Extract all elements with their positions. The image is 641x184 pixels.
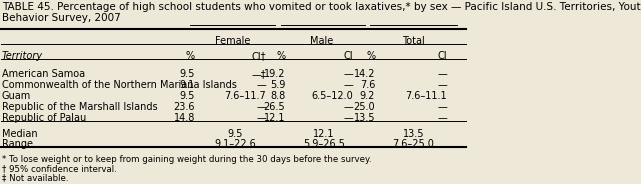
Text: 26.5: 26.5 bbox=[263, 102, 285, 112]
Text: 5.9: 5.9 bbox=[270, 80, 285, 90]
Text: 7.6: 7.6 bbox=[360, 80, 375, 90]
Text: 12.1: 12.1 bbox=[264, 114, 285, 123]
Text: —: — bbox=[256, 80, 266, 90]
Text: Republic of Palau: Republic of Palau bbox=[2, 114, 86, 123]
Text: Guam: Guam bbox=[2, 91, 31, 101]
Text: %: % bbox=[186, 51, 195, 61]
Text: —‡: —‡ bbox=[251, 69, 266, 79]
Text: CI†: CI† bbox=[251, 51, 266, 61]
Text: Republic of the Marshall Islands: Republic of the Marshall Islands bbox=[2, 102, 157, 112]
Text: 9.5: 9.5 bbox=[179, 91, 195, 101]
Text: 7.6–25.0: 7.6–25.0 bbox=[392, 139, 435, 149]
Text: 8.8: 8.8 bbox=[270, 91, 285, 101]
Text: Territory: Territory bbox=[2, 51, 43, 61]
Text: 5.9–26.5: 5.9–26.5 bbox=[303, 139, 345, 149]
Text: 6.5–12.0: 6.5–12.0 bbox=[312, 91, 353, 101]
Text: ‡ Not available.: ‡ Not available. bbox=[2, 174, 68, 183]
Text: 7.6–11.1: 7.6–11.1 bbox=[406, 91, 447, 101]
Text: Median: Median bbox=[2, 129, 37, 139]
Text: %: % bbox=[276, 51, 285, 61]
Text: Total: Total bbox=[402, 36, 425, 46]
Text: 9.5: 9.5 bbox=[179, 69, 195, 79]
Text: 12.1: 12.1 bbox=[313, 129, 335, 139]
Text: —: — bbox=[437, 69, 447, 79]
Text: Female: Female bbox=[215, 36, 251, 46]
Text: %: % bbox=[366, 51, 375, 61]
Text: —: — bbox=[256, 114, 266, 123]
Text: American Samoa: American Samoa bbox=[2, 69, 85, 79]
Text: —: — bbox=[344, 114, 353, 123]
Text: 9.1–22.6: 9.1–22.6 bbox=[214, 139, 256, 149]
Text: Male: Male bbox=[310, 36, 333, 46]
Text: TABLE 45. Percentage of high school students who vomited or took laxatives,* by : TABLE 45. Percentage of high school stud… bbox=[2, 2, 641, 23]
Text: 13.5: 13.5 bbox=[403, 129, 424, 139]
Text: —: — bbox=[344, 69, 353, 79]
Text: Commonwealth of the Northern Mariana Islands: Commonwealth of the Northern Mariana Isl… bbox=[2, 80, 237, 90]
Text: 23.6: 23.6 bbox=[174, 102, 195, 112]
Text: Range: Range bbox=[2, 139, 33, 149]
Text: 9.5: 9.5 bbox=[228, 129, 243, 139]
Text: —: — bbox=[256, 102, 266, 112]
Text: —: — bbox=[437, 114, 447, 123]
Text: CI: CI bbox=[438, 51, 447, 61]
Text: 9.1: 9.1 bbox=[180, 80, 195, 90]
Text: CI: CI bbox=[344, 51, 353, 61]
Text: 13.5: 13.5 bbox=[354, 114, 375, 123]
Text: 9.2: 9.2 bbox=[360, 91, 375, 101]
Text: —: — bbox=[437, 102, 447, 112]
Text: * To lose weight or to keep from gaining weight during the 30 days before the su: * To lose weight or to keep from gaining… bbox=[2, 155, 371, 164]
Text: 25.0: 25.0 bbox=[353, 102, 375, 112]
Text: 14.8: 14.8 bbox=[174, 114, 195, 123]
Text: —: — bbox=[437, 80, 447, 90]
Text: —: — bbox=[344, 102, 353, 112]
Text: 7.6–11.7: 7.6–11.7 bbox=[224, 91, 266, 101]
Text: —: — bbox=[344, 80, 353, 90]
Text: 19.2: 19.2 bbox=[264, 69, 285, 79]
Text: † 95% confidence interval.: † 95% confidence interval. bbox=[2, 164, 117, 173]
Text: 14.2: 14.2 bbox=[354, 69, 375, 79]
